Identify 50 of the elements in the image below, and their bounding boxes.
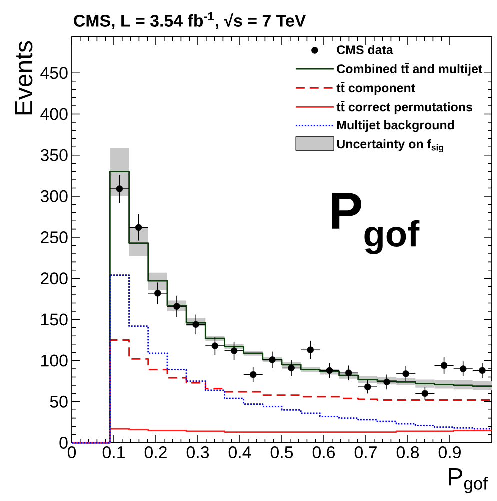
point	[307, 346, 314, 354]
x-tick-label: 0.1	[102, 446, 125, 459]
x-tick-label: 0.9	[438, 446, 461, 459]
x-tick-label: 0.3	[186, 446, 210, 459]
point	[326, 367, 334, 374]
y-tick-label: 100	[42, 354, 68, 367]
y-tick-label: 150	[42, 314, 68, 326]
y-tick-label: 450	[40, 67, 68, 80]
x-tick-label: 0.8	[396, 446, 420, 459]
point	[479, 367, 486, 374]
point	[440, 362, 448, 370]
point	[116, 186, 124, 192]
legend-label: Uncertainty on f$_{sig}$	[337, 139, 444, 153]
point	[364, 384, 372, 390]
point	[345, 370, 352, 377]
point	[422, 390, 429, 398]
point	[402, 370, 410, 378]
y-tick-label: 50	[50, 396, 68, 408]
point	[288, 364, 295, 372]
legend-label: Combined tt̄ and multijet	[337, 63, 482, 76]
x-tick-label: 0.2	[144, 446, 167, 459]
x-axis-title: P$_{gof}$	[449, 468, 488, 494]
point	[230, 348, 238, 354]
chart-title: CMS, L = 3.54 fb$^{-1}$, √s = 7 TeV	[74, 12, 306, 30]
point	[460, 366, 467, 372]
legend-label: tt̄ correct permutations	[336, 101, 472, 114]
y-tick-label: 200	[41, 272, 68, 285]
legend-label: CMS data	[337, 45, 394, 54]
x-tick-label: 0.7	[354, 446, 377, 459]
point	[212, 342, 219, 350]
point	[135, 224, 142, 232]
y-tick-label: 250	[41, 232, 68, 244]
x-tick-label: 0.6	[312, 446, 336, 459]
x-tick-label: 0.4	[228, 446, 252, 459]
y-tick-label: 300	[40, 190, 68, 202]
y-tick-label: 0	[60, 436, 68, 449]
x-tick-label: 0	[68, 446, 76, 459]
y-tick-label: 400	[40, 108, 68, 120]
x-tick-label: 0.5	[270, 446, 294, 459]
point	[192, 321, 200, 328]
y-tick-label: 350	[40, 149, 68, 162]
y-axis-title: Events	[15, 41, 33, 115]
legend-label: tt̄ component	[336, 82, 416, 96]
point	[269, 356, 276, 364]
point	[174, 303, 180, 310]
legend-label: Multijet background	[337, 120, 454, 132]
point	[250, 371, 257, 378]
point	[384, 378, 390, 386]
point	[154, 290, 162, 297]
annotation: P$_{gof}$	[332, 193, 420, 254]
